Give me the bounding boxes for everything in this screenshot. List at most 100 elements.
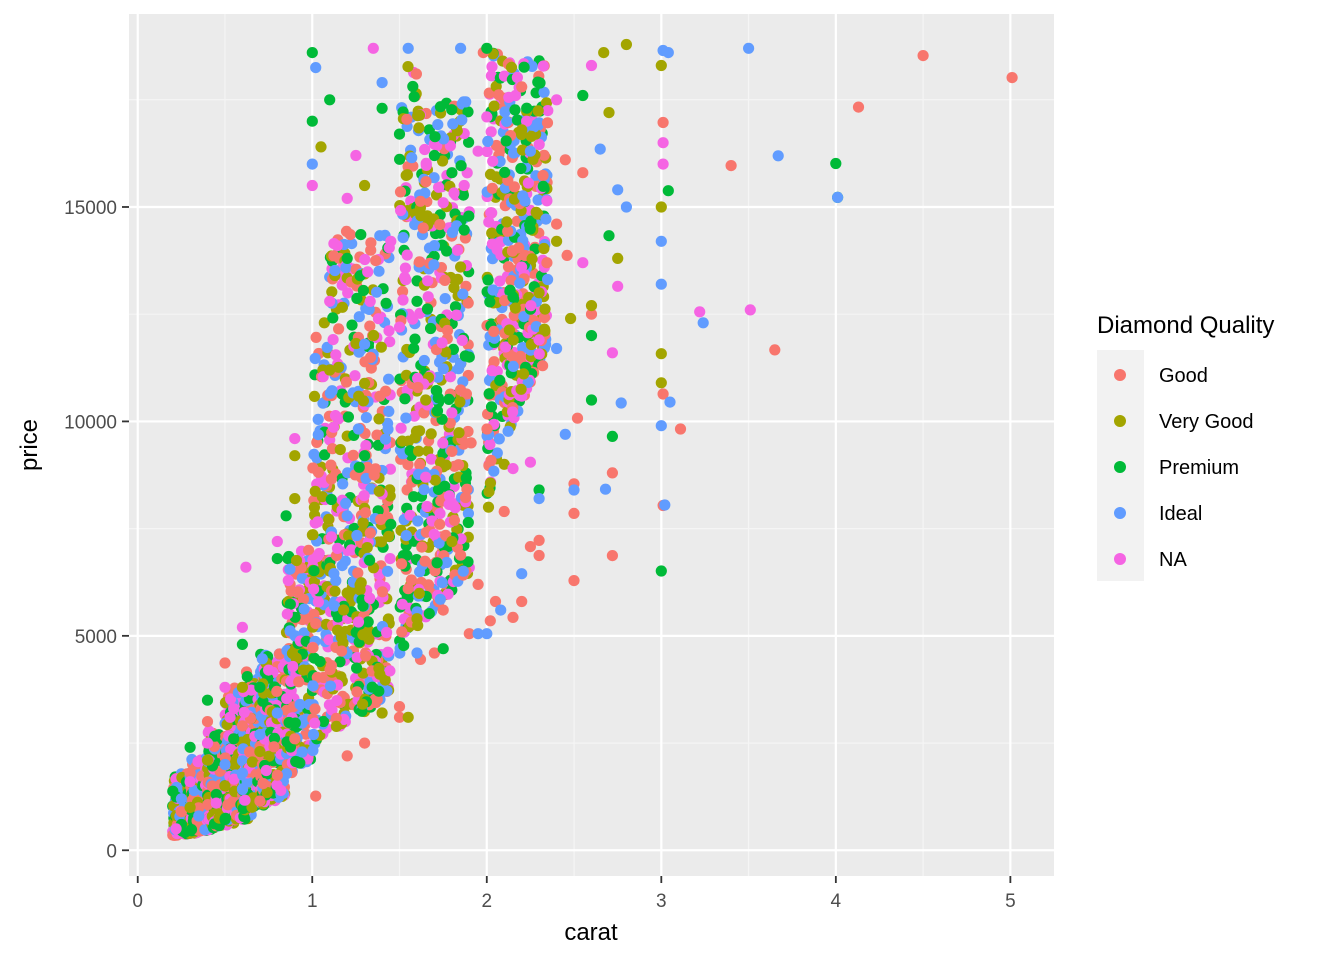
data-point (486, 365, 498, 377)
data-point (694, 306, 706, 318)
data-point (254, 681, 266, 693)
data-point (282, 574, 294, 587)
data-point (432, 392, 444, 404)
data-point (351, 529, 363, 542)
data-point (488, 100, 500, 112)
data-point (507, 360, 519, 372)
data-point (585, 330, 598, 342)
data-point (394, 153, 406, 165)
data-point (507, 291, 519, 303)
data-point (428, 240, 440, 252)
data-point (358, 490, 370, 502)
data-point (281, 693, 293, 705)
data-point (228, 703, 240, 715)
data-point (917, 50, 929, 62)
data-point (376, 707, 388, 719)
data-point (441, 556, 453, 569)
data-point (240, 561, 252, 573)
data-point (412, 515, 424, 527)
data-point (542, 273, 554, 286)
data-point (201, 754, 214, 766)
data-point (400, 412, 412, 424)
data-point (599, 483, 612, 495)
data-point (408, 91, 420, 103)
data-point (254, 746, 266, 758)
data-point (341, 192, 353, 204)
data-point (501, 216, 513, 228)
data-point (382, 423, 394, 435)
data-point (450, 309, 462, 321)
data-point (414, 195, 427, 207)
data-point (577, 167, 589, 179)
data-point (263, 750, 275, 762)
data-point (397, 294, 409, 306)
data-point (289, 717, 301, 729)
data-point (526, 253, 538, 265)
data-point (365, 237, 377, 249)
data-point (409, 333, 421, 345)
data-point (307, 642, 319, 654)
data-point (453, 459, 465, 471)
data-point (321, 341, 333, 353)
data-point (359, 253, 371, 266)
data-point (428, 149, 440, 162)
data-point (725, 160, 737, 172)
data-point (184, 801, 196, 814)
data-point (419, 143, 431, 156)
data-point (446, 226, 459, 238)
data-point (417, 222, 429, 234)
data-point (382, 646, 394, 658)
data-point (488, 465, 500, 477)
data-point (347, 449, 359, 461)
data-point (286, 647, 299, 660)
data-point (325, 459, 337, 471)
data-point (458, 179, 470, 192)
data-point (328, 568, 340, 580)
data-point (341, 750, 353, 762)
data-point (664, 396, 676, 408)
data-point (501, 115, 513, 127)
data-point (519, 195, 531, 207)
data-point (674, 423, 687, 435)
data-point (359, 338, 371, 350)
legend-key (1114, 461, 1126, 473)
data-point (460, 472, 472, 484)
data-point (472, 145, 484, 157)
data-point (612, 280, 624, 292)
data-point (483, 216, 495, 228)
data-point (338, 604, 350, 616)
data-point (298, 603, 310, 615)
data-point (431, 557, 443, 569)
data-point (482, 274, 494, 286)
data-point (331, 240, 343, 252)
data-point (209, 730, 221, 742)
data-point (481, 111, 493, 123)
data-point (224, 711, 236, 723)
data-point (603, 107, 615, 119)
data-point (236, 783, 249, 796)
data-point (275, 784, 287, 797)
data-point (463, 351, 475, 363)
data-point (336, 560, 348, 572)
data-point (351, 662, 363, 674)
data-point (484, 296, 496, 308)
data-point (395, 204, 407, 217)
data-point (383, 405, 395, 417)
data-point (325, 531, 337, 543)
data-point (498, 505, 510, 518)
data-point (585, 300, 598, 312)
data-point (585, 394, 598, 406)
data-point (402, 583, 414, 595)
data-point (284, 563, 296, 575)
data-point (603, 230, 615, 242)
data-point (606, 467, 619, 479)
data-point (324, 295, 336, 307)
data-point (323, 634, 335, 646)
data-point (541, 195, 553, 207)
x-tick-label: 0 (132, 891, 143, 912)
data-point (437, 604, 449, 616)
data-point (443, 498, 455, 510)
data-point (411, 647, 423, 659)
data-point (287, 660, 299, 673)
data-point (485, 207, 497, 219)
